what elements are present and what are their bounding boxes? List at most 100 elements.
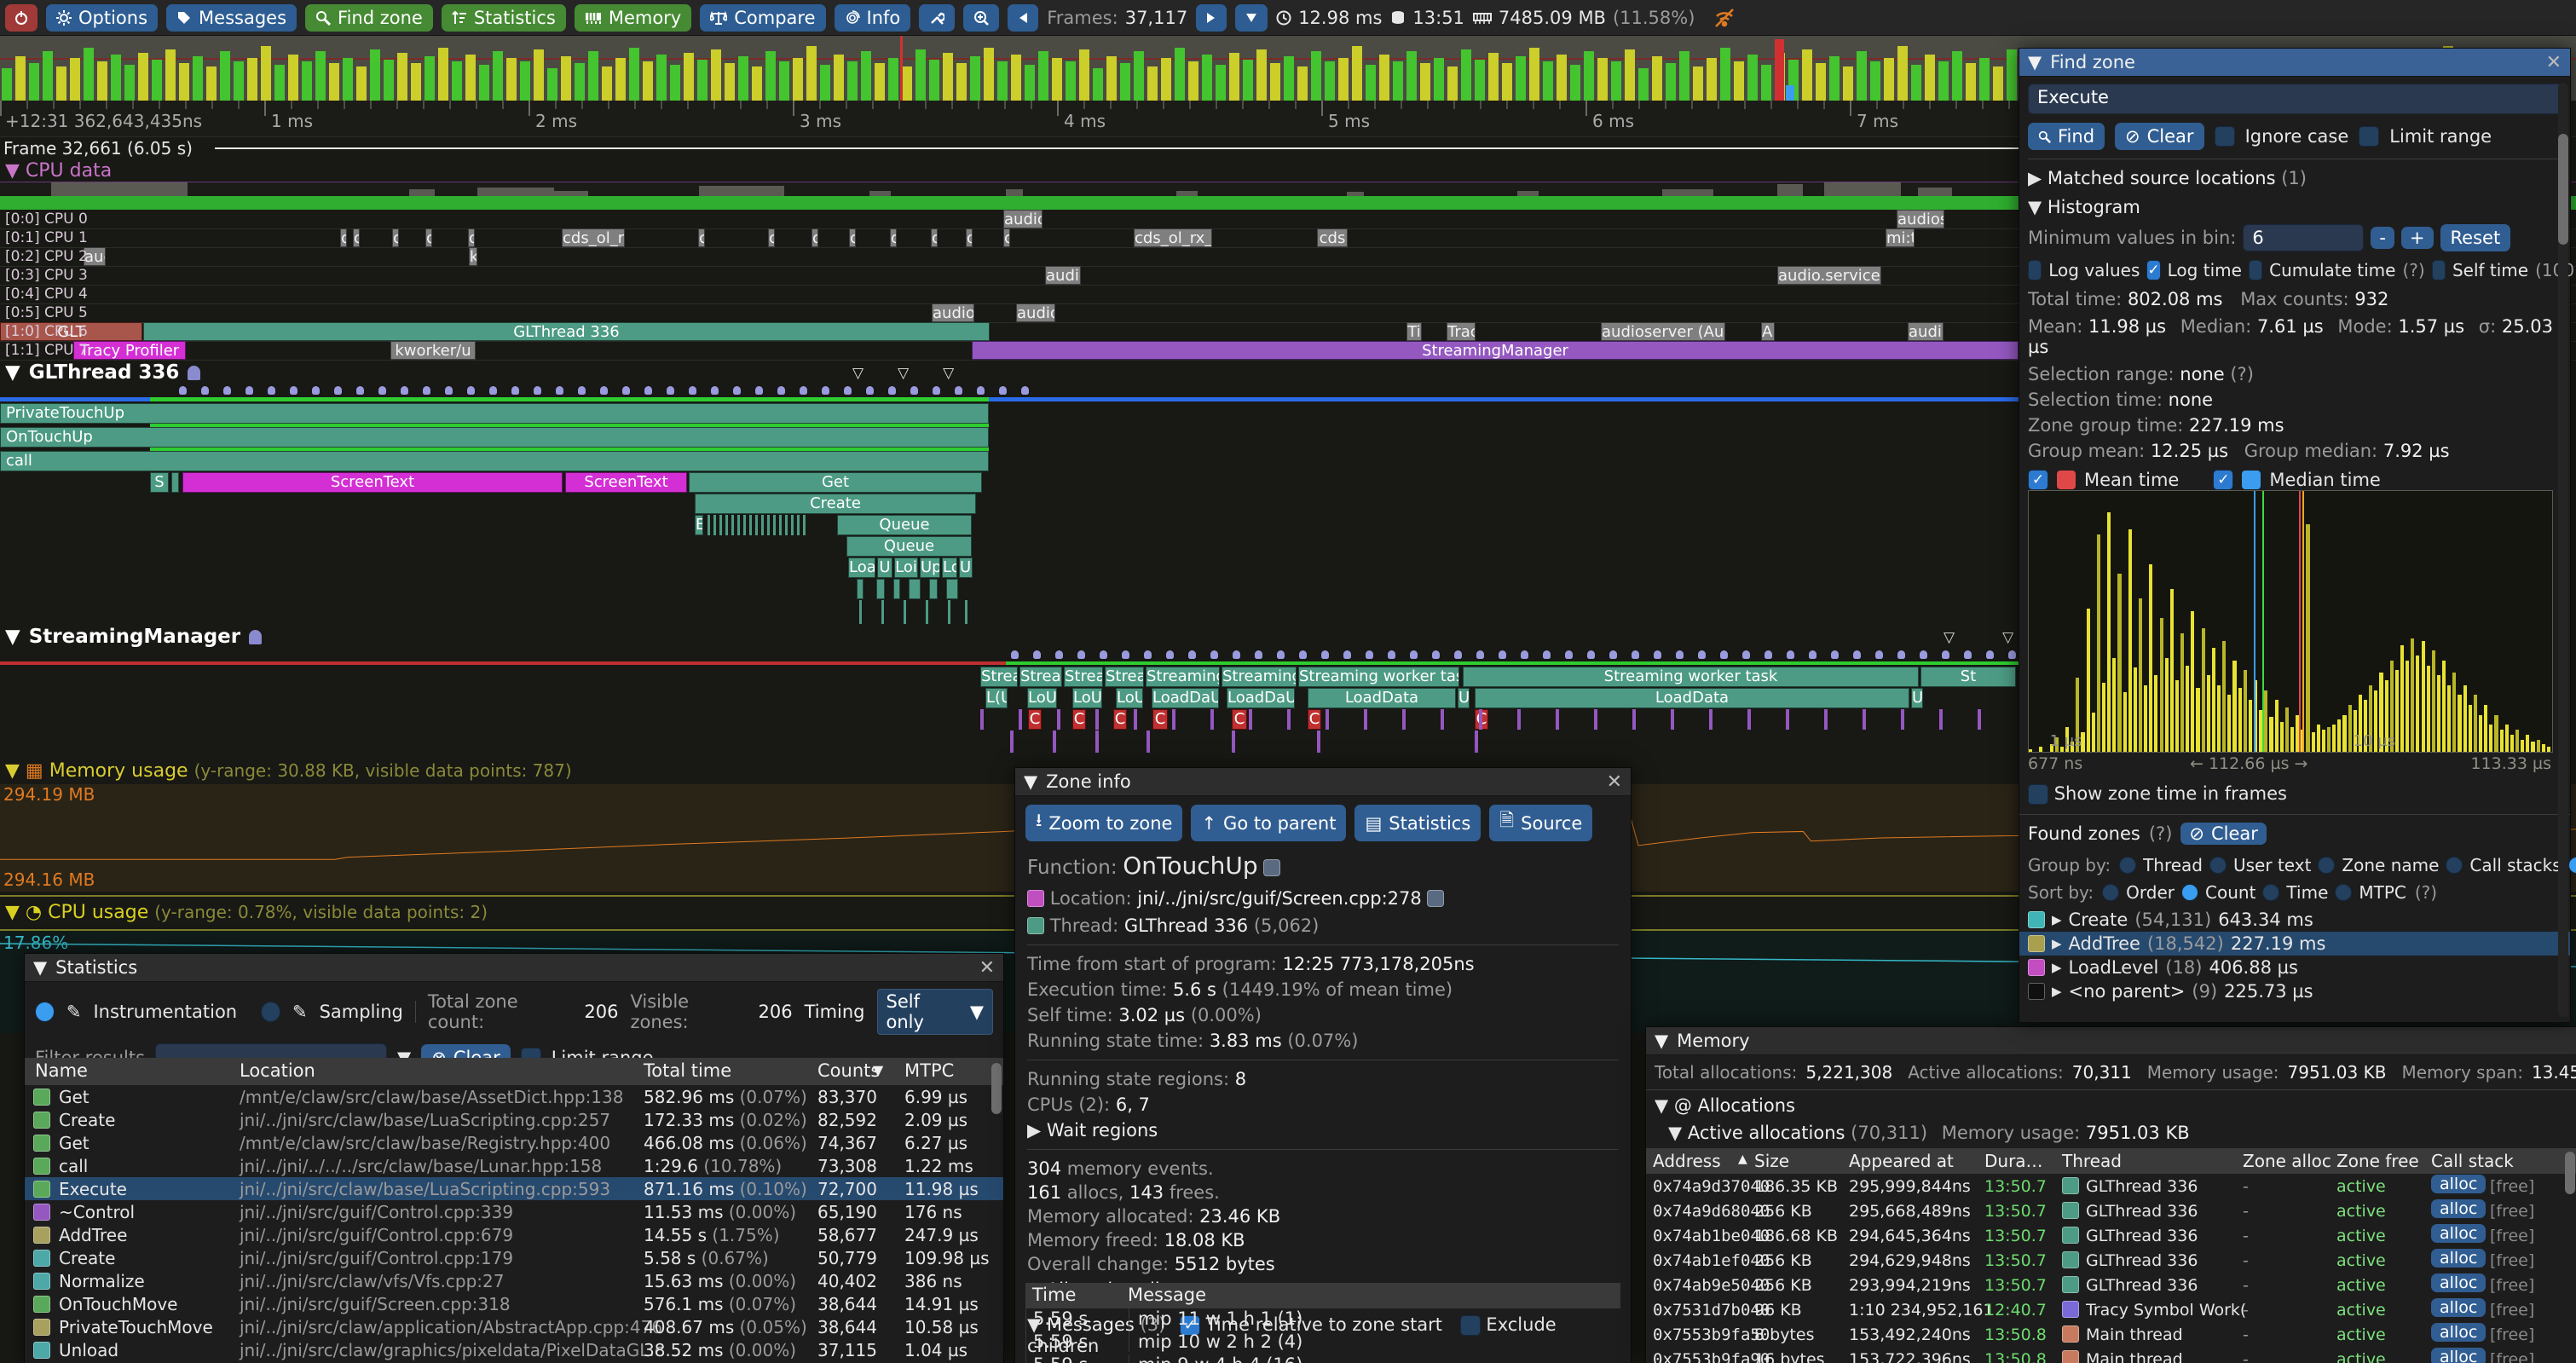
- cpu-row[interactable]: [0:4] CPU 4: [0, 285, 2576, 304]
- ghost-zones-icon[interactable]: [249, 629, 263, 644]
- info-button[interactable]: Info: [834, 3, 911, 32]
- zone[interactable]: GLThread 336: [143, 322, 990, 341]
- reset-button[interactable]: Reset: [2440, 224, 2511, 251]
- table-row[interactable]: 0x74ab1be040 186.68 KB 294,645,364ns 13:50.…: [1646, 1223, 2576, 1248]
- frame-bar[interactable]: [670, 65, 680, 101]
- sample-dot[interactable]: [1698, 650, 1706, 659]
- sample-dot[interactable]: [1765, 650, 1772, 659]
- frame-bar[interactable]: [1952, 51, 1962, 101]
- sample-dot[interactable]: [1809, 650, 1816, 659]
- frame-bar[interactable]: [465, 55, 476, 101]
- sample-dot[interactable]: [1122, 650, 1129, 659]
- frame-bar[interactable]: [738, 56, 748, 101]
- sample-dot[interactable]: [1144, 650, 1152, 659]
- memory-table-header[interactable]: Address ▲ Size Appeared at Dura… Thread Z…: [1646, 1148, 2576, 1194]
- frame-bar[interactable]: [547, 68, 557, 101]
- table-row[interactable]: Unload jni/../jni/src/claw/graphics/pixel…: [25, 1338, 1003, 1361]
- frame-bar[interactable]: [206, 66, 217, 101]
- zone[interactable]: Streaming worker tas: [1298, 667, 1459, 687]
- frame-bar[interactable]: [1188, 61, 1198, 101]
- clear-groups-button[interactable]: ⊘ Clear: [2180, 823, 2267, 845]
- zone[interactable]: auc: [84, 247, 106, 266]
- frame-bar[interactable]: [534, 49, 544, 101]
- sample-dot[interactable]: [1831, 650, 1839, 659]
- wait-regions-expander[interactable]: ▶ Wait regions: [1027, 1120, 1158, 1141]
- frame-bar[interactable]: [1720, 48, 1730, 101]
- zone[interactable]: c: [340, 228, 347, 247]
- frame-bar[interactable]: [1843, 66, 1853, 101]
- zone[interactable]: [893, 579, 900, 599]
- found-zone-row[interactable]: ▶ <no parent> (9) 225.73 µs: [2019, 979, 2570, 1003]
- found-zone-row[interactable]: ▶ Create (54,131) 643.34 ms: [2019, 908, 2570, 932]
- zone[interactable]: C: [1152, 709, 1168, 730]
- sample-dot[interactable]: [1964, 650, 1972, 659]
- frame-bar[interactable]: [697, 60, 708, 101]
- compare-button[interactable]: Compare: [700, 3, 826, 32]
- statistics-titlebar[interactable]: ▼ Statistics ✕: [25, 954, 1003, 982]
- zone[interactable]: c: [890, 228, 897, 247]
- sample-dot[interactable]: [356, 386, 364, 395]
- zone[interactable]: LoadData: [1475, 688, 1909, 708]
- frame-bar[interactable]: [29, 63, 39, 101]
- frame-bar[interactable]: [1025, 65, 1035, 101]
- instrumentation-radio[interactable]: [35, 1002, 55, 1022]
- statistics-button[interactable]: Statistics: [441, 3, 566, 32]
- frame-bar[interactable]: [1256, 49, 1267, 101]
- sample-dot[interactable]: [1499, 650, 1506, 659]
- frame-bar[interactable]: [220, 51, 230, 101]
- group-by-zone-name[interactable]: [2318, 857, 2336, 874]
- zone[interactable]: A): [1761, 322, 1775, 341]
- table-row[interactable]: 0x74a9d37040 186.35 KB 295,999,844ns 13:50.…: [1646, 1174, 2576, 1198]
- zone[interactable]: cds_ol_rx_threa: [1134, 228, 1212, 247]
- messages-table-header[interactable]: Time Message: [1025, 1283, 1620, 1308]
- zone[interactable]: Streaming worker task: [1463, 667, 1919, 687]
- frame-bar[interactable]: [124, 65, 135, 101]
- zone[interactable]: OnTouchUp: [0, 427, 989, 448]
- zone[interactable]: ScreenText: [565, 472, 687, 493]
- go-to-parent-button[interactable]: ↑ Go to parent: [1191, 805, 1347, 841]
- zone[interactable]: mi:t: [1886, 228, 1915, 247]
- found-zone-row[interactable]: ▶ AddTree (18,542) 227.19 ms: [2019, 932, 2570, 956]
- frame-bar[interactable]: [1570, 65, 1580, 101]
- found-zone-row[interactable]: ▶ LoadLevel (18) 406.88 µs: [2019, 956, 2570, 979]
- zone[interactable]: Ti: [1406, 322, 1422, 341]
- frame-bar[interactable]: [234, 61, 244, 101]
- frame-bar[interactable]: [1420, 63, 1430, 101]
- frame-bar[interactable]: [1297, 66, 1308, 101]
- cumulate-time-checkbox[interactable]: ✓: [2248, 260, 2263, 280]
- frame-bar[interactable]: [1857, 51, 1867, 101]
- sample-dot[interactable]: [689, 386, 696, 395]
- frame-bar[interactable]: [193, 56, 203, 101]
- min-bin-input[interactable]: 6: [2243, 224, 2365, 251]
- frame-bar[interactable]: [111, 55, 121, 101]
- frame-bar[interactable]: [1352, 46, 1362, 101]
- frame-bar[interactable]: [1707, 58, 1717, 101]
- exclude-children-checkbox[interactable]: ✓: [1459, 1315, 1481, 1336]
- frame-bar[interactable]: [615, 58, 626, 101]
- source-button[interactable]: 🗎 Source: [1489, 805, 1593, 841]
- frame-bar[interactable]: [1147, 66, 1158, 101]
- frame-bar[interactable]: [138, 53, 148, 101]
- scrollbar-thumb[interactable]: [2565, 1152, 2575, 1194]
- frame-bar[interactable]: [1393, 61, 1403, 101]
- zone[interactable]: L(U: [985, 688, 1008, 708]
- frame-bar[interactable]: [1502, 63, 1512, 101]
- frame-bar[interactable]: [1079, 49, 1089, 101]
- alloc-callstack-button[interactable]: alloc: [2431, 1199, 2486, 1218]
- frame-bar[interactable]: [56, 66, 66, 101]
- frame-bar[interactable]: [247, 58, 257, 101]
- sample-dot[interactable]: [1609, 650, 1617, 659]
- frame-bar[interactable]: [834, 55, 844, 101]
- frame-bar[interactable]: [1911, 65, 1921, 101]
- sample-dot[interactable]: [1521, 650, 1528, 659]
- sort-by-order[interactable]: [2102, 884, 2120, 901]
- tools-button[interactable]: [919, 3, 956, 32]
- frame-bar[interactable]: [1966, 63, 1976, 101]
- prev-frame-button[interactable]: [1008, 3, 1039, 32]
- power-button[interactable]: [5, 3, 38, 32]
- frame-bar[interactable]: [847, 61, 858, 101]
- cpu-plot-header[interactable]: ▼ ◔ CPU usage (y-range: 0.78%, visible d…: [5, 902, 488, 923]
- frame-bar[interactable]: [343, 58, 353, 101]
- sample-dot[interactable]: [1366, 650, 1373, 659]
- zone[interactable]: Strea: [1064, 667, 1103, 687]
